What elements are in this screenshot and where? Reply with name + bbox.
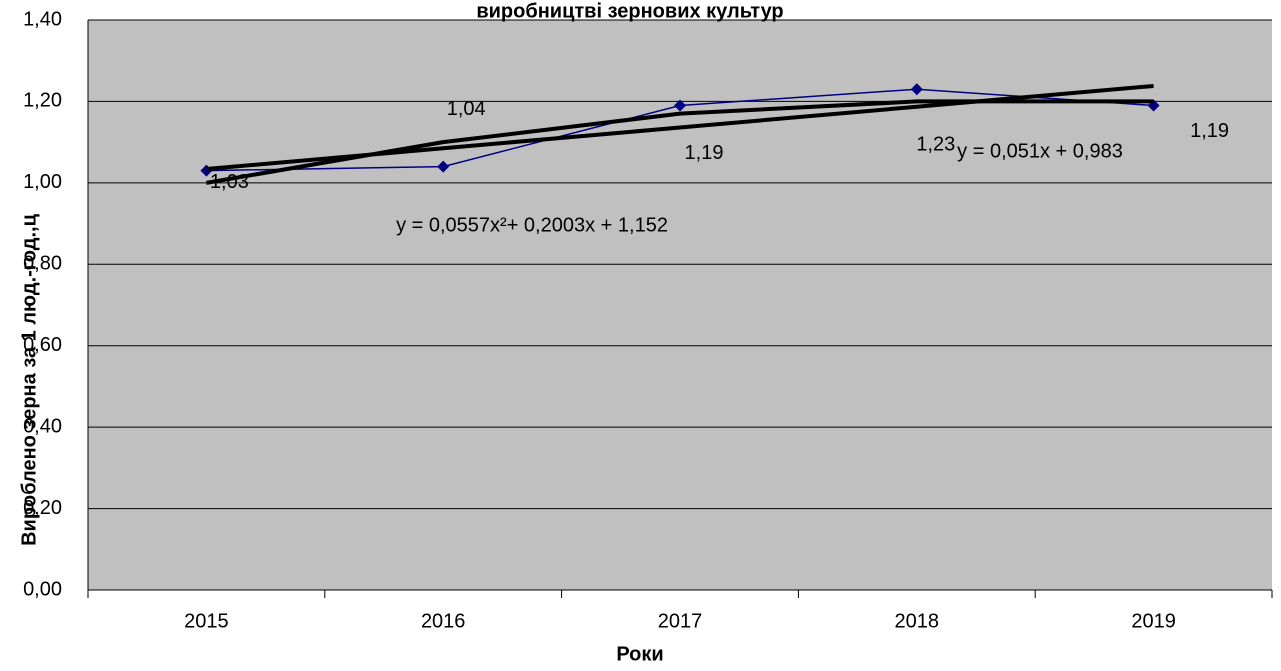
data-label: 1,19 [1190, 120, 1229, 142]
data-label: 1,23 [916, 133, 955, 155]
x-tick-label: 2015 [184, 610, 229, 632]
trendline-equation: y = 0,051x + 0,983 [957, 140, 1123, 162]
y-tick-label: 0,60 [23, 334, 62, 356]
data-label: 1,03 [210, 171, 249, 193]
data-point [437, 160, 450, 173]
data-label: 1,19 [685, 142, 724, 164]
trendline [206, 99, 1154, 185]
x-tick-label: 2017 [658, 610, 703, 632]
y-tick-label: 1,20 [23, 90, 62, 112]
y-tick-label: 0,00 [23, 578, 62, 600]
x-axis-label: Роки [616, 643, 663, 665]
y-tick-label: 0,80 [23, 253, 62, 275]
data-point [910, 83, 923, 96]
x-tick-label: 2016 [421, 610, 466, 632]
y-tick-label: 0,20 [23, 497, 62, 519]
y-tick-label: 1,40 [23, 8, 62, 30]
y-tick-label: 0,40 [23, 415, 62, 437]
x-tick-label: 2018 [895, 610, 940, 632]
data-label: 1,04 [447, 98, 486, 120]
y-tick-label: 1,00 [23, 171, 62, 193]
trendline-equation: y = 0,0557x²+ 0,2003x + 1,152 [396, 214, 668, 236]
chart-title: виробництві зернових культур [476, 0, 783, 22]
y-axis-label: Вироблено зерна за 1 люд.-год.,ц [18, 213, 40, 546]
x-tick-label: 2019 [1131, 610, 1176, 632]
data-point [674, 99, 686, 112]
